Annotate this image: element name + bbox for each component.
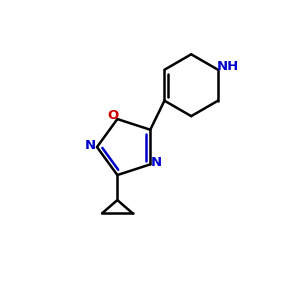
Text: N: N	[151, 156, 162, 170]
Text: N: N	[85, 139, 96, 152]
Text: NH: NH	[216, 60, 238, 73]
Text: O: O	[107, 109, 118, 122]
